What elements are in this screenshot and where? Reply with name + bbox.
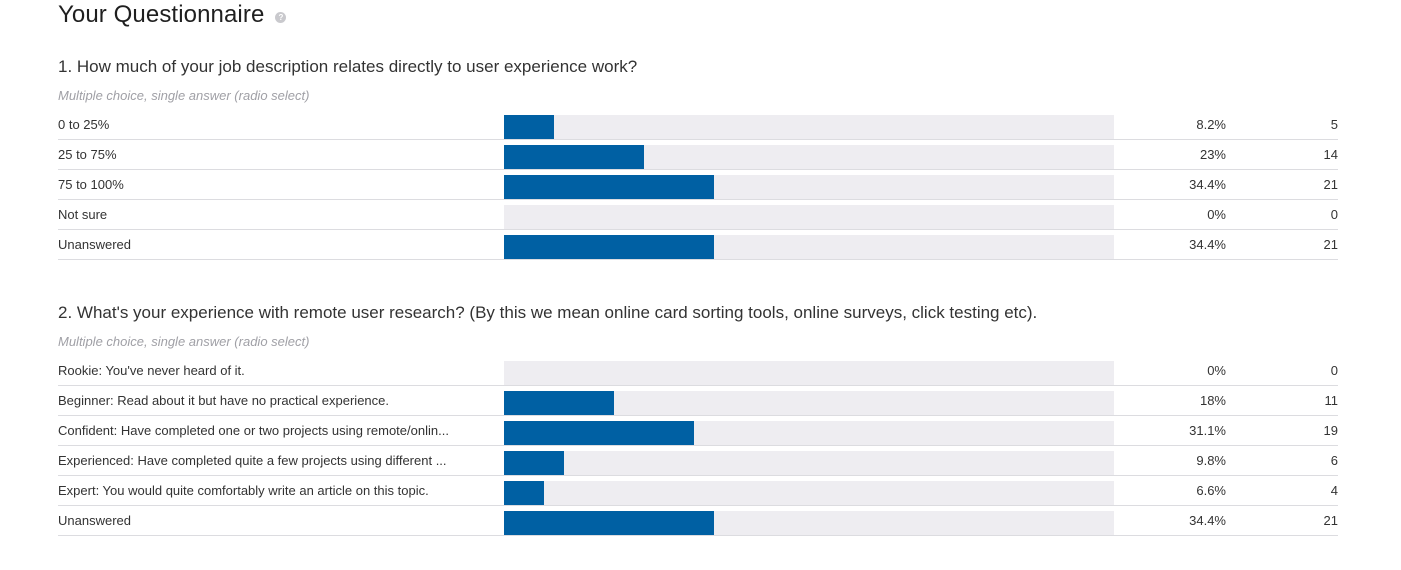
question-mark-icon[interactable]: ? xyxy=(275,12,287,23)
answer-label: Unanswered xyxy=(58,237,131,252)
answer-percent: 34.4% xyxy=(1189,237,1226,252)
response-bar-fill xyxy=(504,451,564,475)
answer-percent: 9.8% xyxy=(1196,453,1226,468)
answer-count: 5 xyxy=(1330,117,1338,132)
answer-row: Expert: You would quite comfortably writ… xyxy=(58,476,1338,506)
answer-percent: 8.2% xyxy=(1196,117,1226,132)
answer-count: 21 xyxy=(1323,237,1338,252)
response-bar-track xyxy=(504,175,1114,199)
answer-count: 19 xyxy=(1323,423,1338,438)
answer-label: Confident: Have completed one or two pro… xyxy=(58,423,449,438)
answer-label: 0 to 25% xyxy=(58,117,110,132)
answer-row: Not sure 0% 0 xyxy=(58,200,1338,230)
answer-list: 0 to 25% 8.2% 5 25 to 75% 23% 14 75 to 100% 34.… xyxy=(58,110,1338,260)
answer-percent: 0% xyxy=(1207,207,1226,222)
answer-count: 4 xyxy=(1330,483,1338,498)
question-title: 2. What's your experience with remote us… xyxy=(58,303,1038,322)
answer-label: Not sure xyxy=(58,207,108,222)
response-bar-track xyxy=(504,205,1114,229)
answer-row: Unanswered 34.4% 21 xyxy=(58,230,1338,260)
answer-row: Unanswered 34.4% 21 xyxy=(58,506,1338,536)
response-bar-fill xyxy=(504,235,714,259)
answer-percent: 6.6% xyxy=(1196,483,1226,498)
answer-label: Expert: You would quite comfortably writ… xyxy=(58,483,429,498)
answer-count: 21 xyxy=(1323,177,1338,192)
answer-percent: 31.1% xyxy=(1189,423,1226,438)
question-type: Multiple choice, single answer (radio se… xyxy=(58,334,310,349)
answer-label: Rookie: You've never heard of it. xyxy=(58,363,245,378)
answer-count: 0 xyxy=(1330,207,1338,222)
answer-row: 75 to 100% 34.4% 21 xyxy=(58,170,1338,200)
question-1: 1. How much of your job description rela… xyxy=(58,56,1338,260)
response-bar-fill xyxy=(504,511,714,535)
answer-count: 11 xyxy=(1324,393,1339,408)
answer-percent: 34.4% xyxy=(1189,177,1226,192)
answer-label: Beginner: Read about it but have no prac… xyxy=(58,393,389,408)
answer-label: Experienced: Have completed quite a few … xyxy=(58,453,447,468)
question-type: Multiple choice, single answer (radio se… xyxy=(58,88,310,103)
response-bar-fill xyxy=(504,115,555,139)
answer-list: Rookie: You've never heard of it. 0% 0 Begi… xyxy=(58,356,1338,536)
answer-percent: 18% xyxy=(1199,393,1226,408)
response-bar-track xyxy=(504,451,1114,475)
response-bar-track xyxy=(504,115,1114,139)
answer-row: Confident: Have completed one or two pro… xyxy=(58,416,1338,446)
page-title: Your Questionnaire xyxy=(58,1,265,28)
response-bar-fill xyxy=(504,421,694,445)
response-bar-track xyxy=(504,481,1114,505)
response-bar-track xyxy=(504,511,1114,535)
response-bar-fill xyxy=(504,175,714,199)
response-bar-track xyxy=(504,421,1114,445)
answer-count: 6 xyxy=(1330,453,1338,468)
answer-label: 25 to 75% xyxy=(58,147,117,162)
response-bar-track xyxy=(504,391,1114,415)
answer-count: 0 xyxy=(1330,363,1338,378)
response-bar-fill xyxy=(504,145,645,169)
response-bar-fill xyxy=(504,391,614,415)
response-bar-track xyxy=(504,361,1114,385)
answer-label: Unanswered xyxy=(58,513,131,528)
answer-row: Experienced: Have completed quite a few … xyxy=(58,446,1338,476)
response-bar-track xyxy=(504,235,1114,259)
response-bar-track xyxy=(504,145,1114,169)
question-2: 2. What's your experience with remote us… xyxy=(58,302,1338,536)
answer-row: 0 to 25% 8.2% 5 xyxy=(58,110,1338,140)
page-header: Your Questionnaire ? xyxy=(58,0,287,30)
answer-count: 21 xyxy=(1323,513,1338,528)
response-bar-fill xyxy=(504,481,545,505)
answer-row: 25 to 75% 23% 14 xyxy=(58,140,1338,170)
answer-percent: 0% xyxy=(1207,363,1226,378)
question-title: 1. How much of your job description rela… xyxy=(58,57,638,76)
answer-percent: 23% xyxy=(1199,147,1226,162)
answer-percent: 34.4% xyxy=(1189,513,1226,528)
answer-count: 14 xyxy=(1323,147,1338,162)
answer-label: 75 to 100% xyxy=(58,177,124,192)
answer-row: Rookie: You've never heard of it. 0% 0 xyxy=(58,356,1338,386)
answer-row: Beginner: Read about it but have no prac… xyxy=(58,386,1338,416)
